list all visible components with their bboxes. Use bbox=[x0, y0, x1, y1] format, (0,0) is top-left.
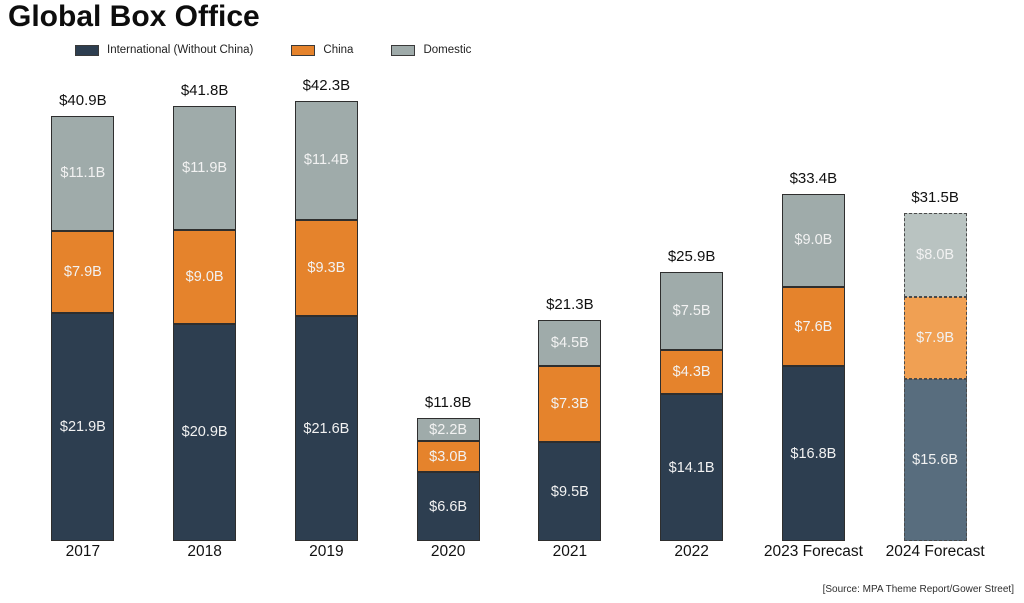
bar-group: $42.3B $11.4B $9.3B $21.6B bbox=[266, 77, 388, 541]
bar-segment: $7.6B bbox=[781, 287, 845, 367]
bar-segment: $3.0B bbox=[416, 441, 480, 473]
bar-segment: $9.3B bbox=[294, 219, 358, 317]
bar-segment: $2.2B bbox=[416, 418, 480, 442]
bar-segment: $16.8B bbox=[781, 366, 845, 541]
bar-total-label: $25.9B bbox=[667, 247, 716, 265]
bar-segment-label: $16.8B bbox=[790, 445, 837, 462]
legend-item: China bbox=[291, 44, 353, 56]
legend-swatch-icon bbox=[75, 44, 99, 56]
x-axis-label: 2023 Forecast bbox=[763, 543, 863, 560]
stacked-bar: $11.4B $9.3B $21.6B bbox=[294, 101, 358, 541]
legend-label: Domestic bbox=[423, 44, 472, 56]
chart-plot-area: $40.9B $11.1B $7.9B $21.9B $41.8B $11.9B $9.0B… bbox=[22, 77, 996, 541]
legend: International (Without China) China Domest… bbox=[75, 44, 471, 56]
bar-group: $31.5B $8.0B $7.9B $15.6B bbox=[874, 78, 996, 541]
bar-group: $41.8B $11.9B $9.0B $20.9B bbox=[144, 78, 266, 541]
bar-segment-label: $11.4B bbox=[303, 152, 349, 169]
stacked-bar: $9.0B $7.6B $16.8B bbox=[781, 193, 845, 541]
stacked-bar: $2.2B $3.0B $6.6B bbox=[416, 418, 480, 541]
bar-segment-label: $8.0B bbox=[916, 247, 955, 264]
bar-total-label: $42.3B bbox=[302, 77, 351, 95]
bar-segment: $7.9B bbox=[51, 231, 115, 314]
x-axis-label: 2017 bbox=[65, 543, 101, 560]
bar-segment: $9.0B bbox=[781, 193, 845, 288]
bar-group: $33.4B $9.0B $7.6B $16.8B bbox=[753, 78, 875, 541]
x-axis-labels: 2017 2018 2019 2020 2021 2022 2023 Forecast 202… bbox=[22, 543, 996, 561]
bar-segment: $20.9B bbox=[173, 323, 237, 541]
legend-swatch-icon bbox=[391, 44, 416, 56]
bar-segment: $9.5B bbox=[538, 442, 602, 541]
legend-label: International (Without China) bbox=[107, 44, 254, 56]
x-axis-label: 2018 bbox=[187, 543, 222, 560]
bar-segment-label: $7.9B bbox=[63, 264, 102, 281]
bar-segment: $14.1B bbox=[660, 394, 724, 541]
stacked-bar: $4.5B $7.3B $9.5B bbox=[538, 319, 602, 541]
bar-segment-label: $9.0B bbox=[794, 232, 833, 249]
legend-swatch-icon bbox=[291, 44, 316, 56]
bar-total-label: $41.8B bbox=[180, 82, 229, 100]
bar-segment-label: $9.3B bbox=[307, 260, 346, 277]
x-axis-label: 2024 Forecast bbox=[885, 543, 985, 560]
stacked-bar: $7.5B $4.3B $14.1B bbox=[660, 271, 724, 541]
bar-segment-label: $7.9B bbox=[916, 329, 955, 346]
bar-segment-label: $11.1B bbox=[60, 165, 106, 182]
stacked-bar: $8.0B $7.9B $15.6B bbox=[903, 213, 967, 541]
bar-segment-label: $11.9B bbox=[182, 160, 228, 177]
bar-segment-label: $15.6B bbox=[912, 451, 959, 468]
legend-item: International (Without China) bbox=[75, 44, 253, 56]
bar-segment: $21.9B bbox=[51, 313, 115, 541]
bar-group: $11.8B $2.2B $3.0B $6.6B bbox=[387, 78, 509, 541]
bar-segment-label: $3.0B bbox=[429, 448, 468, 465]
bar-total-label: $21.3B bbox=[546, 295, 594, 313]
bar-segment: $21.6B bbox=[294, 316, 358, 541]
bar-total-label: $11.8B bbox=[424, 394, 472, 412]
bar-segment-label: $6.6B bbox=[429, 498, 468, 515]
bar-segment: $7.9B bbox=[903, 296, 967, 379]
x-axis-label: 2022 bbox=[674, 543, 709, 560]
bar-segment: $11.9B bbox=[173, 106, 237, 231]
bar-segment-label: $2.2B bbox=[429, 421, 468, 438]
bar-total-label: $40.9B bbox=[59, 91, 107, 109]
stacked-bar: $11.9B $9.0B $20.9B bbox=[173, 106, 237, 541]
bar-segment-label: $7.3B bbox=[550, 396, 589, 413]
bar-segment-label: $21.6B bbox=[303, 420, 350, 437]
legend-item: Domestic bbox=[391, 44, 471, 56]
bar-group: $21.3B $4.5B $7.3B $9.5B bbox=[509, 78, 631, 541]
bar-segment: $11.4B bbox=[294, 101, 358, 220]
x-axis-label: 2021 bbox=[552, 543, 588, 560]
bar-segment-label: $20.9B bbox=[181, 424, 228, 441]
bar-segment-label: $4.3B bbox=[672, 364, 711, 381]
bar-total-label: $33.4B bbox=[789, 169, 838, 187]
bar-segment: $6.6B bbox=[416, 472, 480, 541]
bar-segment: $7.3B bbox=[538, 366, 602, 443]
bar-group: $40.9B $11.1B $7.9B $21.9B bbox=[22, 78, 144, 541]
bar-total-label: $31.5B bbox=[911, 189, 959, 207]
source-note: [Source: MPA Theme Report/Gower Street] bbox=[822, 584, 1014, 595]
bar-segment-label: $4.5B bbox=[550, 334, 589, 351]
bar-segment-label: $9.5B bbox=[550, 483, 589, 500]
bar-segment-label: $14.1B bbox=[668, 459, 715, 476]
bar-segment: $15.6B bbox=[903, 378, 967, 541]
stacked-bar: $11.1B $7.9B $21.9B bbox=[51, 115, 115, 541]
bar-segment: $11.1B bbox=[51, 115, 115, 232]
bar-segment: $9.0B bbox=[173, 230, 237, 324]
bar-segment: $4.3B bbox=[660, 349, 724, 395]
bar-segment: $7.5B bbox=[660, 271, 724, 350]
legend-label: China bbox=[323, 44, 354, 56]
bar-segment: $8.0B bbox=[903, 213, 967, 297]
bar-segment-label: $7.6B bbox=[794, 318, 833, 335]
x-axis-label: 2019 bbox=[309, 543, 344, 560]
bar-segment-label: $21.9B bbox=[59, 419, 106, 436]
bar-group: $25.9B $7.5B $4.3B $14.1B bbox=[631, 78, 753, 541]
bar-segment: $4.5B bbox=[538, 319, 602, 367]
x-axis-label: 2020 bbox=[430, 543, 466, 560]
chart-title: Global Box Office bbox=[8, 0, 260, 33]
bar-segment-label: $9.0B bbox=[185, 268, 224, 285]
bar-segment-label: $7.5B bbox=[672, 302, 711, 319]
